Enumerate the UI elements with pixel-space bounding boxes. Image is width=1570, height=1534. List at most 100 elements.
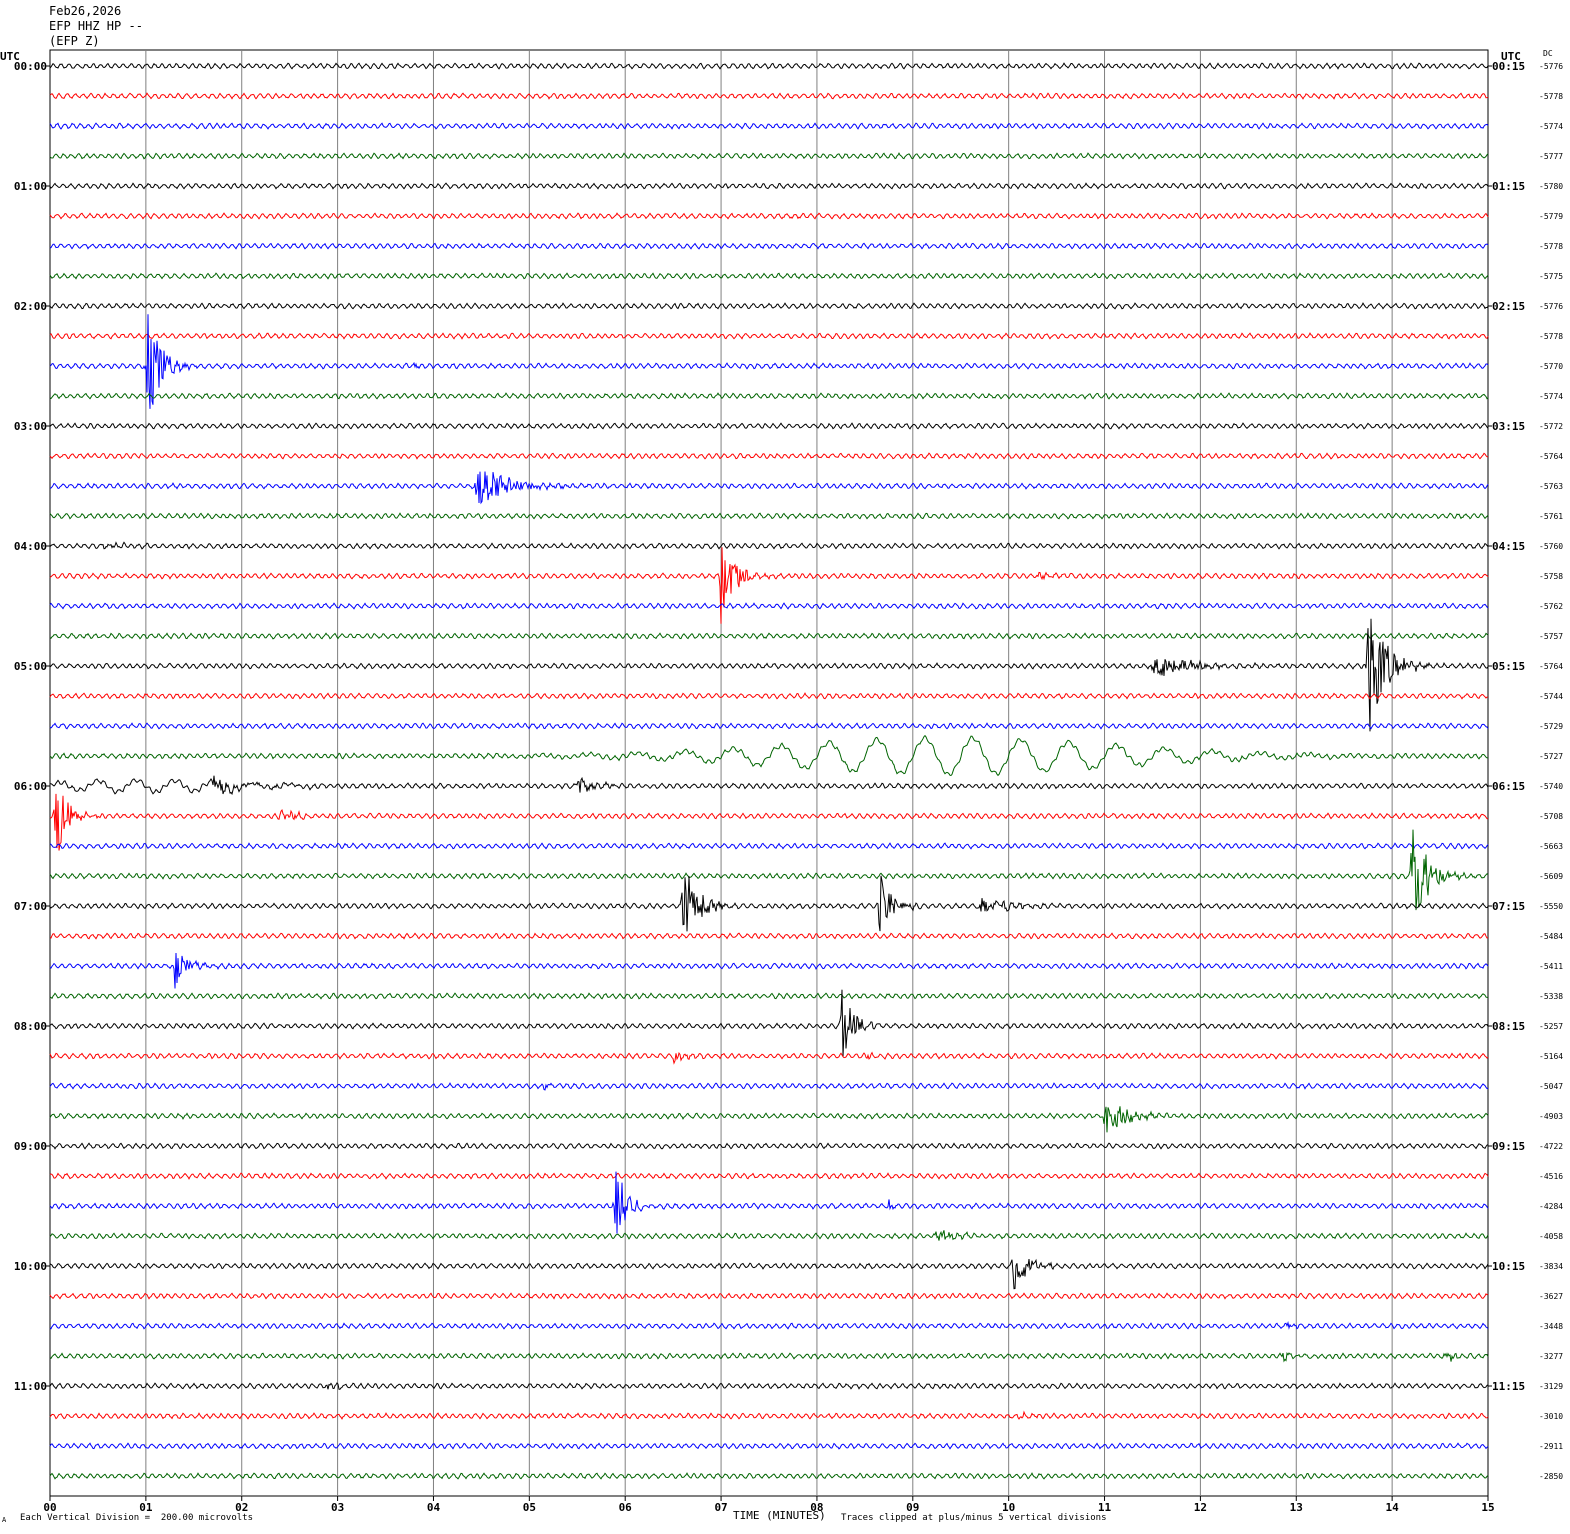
seismic-trace [49, 452, 1489, 460]
dc-offset-label: -5663 [1539, 842, 1563, 851]
right-time-label: 02:15 [1492, 300, 1525, 313]
left-time-label: 07:00 [14, 900, 47, 913]
x-tick-label: 08 [810, 1501, 823, 1514]
corner-mark: A [2, 1516, 7, 1524]
x-tick-label: 05 [523, 1501, 536, 1514]
seismic-trace [49, 92, 1489, 100]
left-time-label: 03:00 [14, 420, 47, 433]
right-time-label: 03:15 [1492, 420, 1525, 433]
clip-note: Traces clipped at plus/minus 5 vertical … [841, 1513, 1107, 1523]
dc-offset-label: -5744 [1539, 692, 1563, 701]
seismic-trace [49, 1171, 1489, 1234]
x-tick-label: 07 [714, 1501, 727, 1514]
seismic-trace [49, 992, 1488, 1000]
dc-offset-label: -5764 [1539, 452, 1563, 461]
left-time-label: 08:00 [14, 1020, 47, 1033]
seismic-trace [49, 547, 1489, 624]
seismic-trace [49, 1230, 1489, 1241]
x-tick-label: 03 [331, 1501, 344, 1514]
seismic-trace [49, 829, 1489, 911]
seismic-trace [49, 632, 1489, 640]
dc-offset-label: -5776 [1539, 302, 1563, 311]
left-time-label: 06:00 [14, 780, 47, 793]
left-utc-label: UTC [0, 50, 20, 63]
seismic-trace [50, 775, 1489, 796]
trace-layer [49, 62, 1489, 1480]
dc-offset-label: -5761 [1539, 512, 1563, 521]
left-time-label: 02:00 [14, 300, 47, 313]
seismic-trace [49, 875, 1489, 932]
dc-offset-label: -5779 [1539, 212, 1563, 221]
x-tick-label: 09 [906, 1501, 919, 1514]
dc-offset-label: -5484 [1539, 932, 1563, 941]
x-tick-label: 12 [1194, 1501, 1207, 1514]
seismic-trace [49, 392, 1489, 400]
dc-offset-label: -5609 [1539, 872, 1563, 881]
dc-offset-label: -5780 [1539, 182, 1563, 191]
right-time-label: 05:15 [1492, 660, 1525, 673]
right-time-label: 01:15 [1492, 180, 1525, 193]
seismic-trace [49, 62, 1489, 70]
right-time-label: 00:15 [1492, 60, 1525, 73]
dc-offset-label: -3129 [1539, 1382, 1563, 1391]
dc-offset-label: -4722 [1539, 1142, 1563, 1151]
dc-offset-label: -3834 [1539, 1262, 1563, 1271]
dc-offset-label: -5047 [1539, 1082, 1563, 1091]
right-time-label: 08:15 [1492, 1020, 1525, 1033]
seismic-trace [49, 734, 1489, 777]
seismic-trace [49, 989, 1489, 1057]
seismic-trace [49, 1142, 1489, 1150]
seismic-trace [49, 952, 1489, 989]
dc-offset-label: -5778 [1539, 92, 1563, 101]
dc-offset-label: -5550 [1539, 902, 1563, 911]
dc-offset-label: -5762 [1539, 602, 1563, 611]
header-station: EFP HHZ HP -- [49, 19, 143, 33]
left-time-label: 01:00 [14, 180, 47, 193]
seismic-trace [49, 182, 1489, 190]
seismic-trace [49, 618, 1489, 732]
dc-offset-label: -5164 [1539, 1052, 1563, 1061]
x-tick-label: 00 [43, 1501, 56, 1514]
dc-offset-label: -5729 [1539, 722, 1563, 731]
dc-offset-label: -5778 [1539, 242, 1563, 251]
x-tick-label: 14 [1386, 1501, 1400, 1514]
dc-offset-label: -4058 [1539, 1232, 1563, 1241]
seismic-trace [49, 1051, 1489, 1065]
seismic-trace [49, 272, 1489, 280]
dc-offset-label: -5772 [1539, 422, 1563, 431]
seismic-trace [49, 422, 1489, 430]
dc-offset-label: -5764 [1539, 662, 1563, 671]
seismic-trace [49, 152, 1489, 160]
seismic-trace [49, 1106, 1489, 1133]
seismic-trace [49, 1082, 1489, 1091]
seismic-trace [49, 1321, 1489, 1330]
dc-offset-label: -2911 [1539, 1442, 1563, 1451]
seismic-trace [49, 314, 1489, 409]
left-time-label: 04:00 [14, 540, 47, 553]
dc-offset-label: -3627 [1539, 1292, 1563, 1301]
seismic-trace [49, 722, 1489, 730]
seismic-trace [49, 692, 1489, 700]
dc-offset-label: -5770 [1539, 362, 1563, 371]
seismic-trace [49, 122, 1489, 130]
right-time-label: 09:15 [1492, 1140, 1525, 1153]
x-tick-label: 04 [427, 1501, 441, 1514]
dc-offset-label: -5763 [1539, 482, 1563, 491]
x-tick-label: 02 [235, 1501, 248, 1514]
seismic-trace [49, 512, 1489, 520]
dc-offset-label: -5740 [1539, 782, 1563, 791]
dc-offset-label: -3277 [1539, 1352, 1563, 1361]
dc-offset-label: -5758 [1539, 572, 1563, 581]
left-time-label: 09:00 [14, 1140, 47, 1153]
seismic-trace [49, 1442, 1489, 1450]
dc-offset-label: -5775 [1539, 272, 1563, 281]
seismic-trace [49, 242, 1489, 250]
left-time-label: 05:00 [14, 660, 47, 673]
dc-offset-label: -5757 [1539, 632, 1563, 641]
seismic-trace [49, 842, 1489, 850]
seismic-trace [49, 1172, 1489, 1180]
dc-offset-label: -5774 [1539, 392, 1563, 401]
dc-offset-label: -5777 [1539, 152, 1563, 161]
left-time-label: 11:00 [14, 1380, 47, 1393]
